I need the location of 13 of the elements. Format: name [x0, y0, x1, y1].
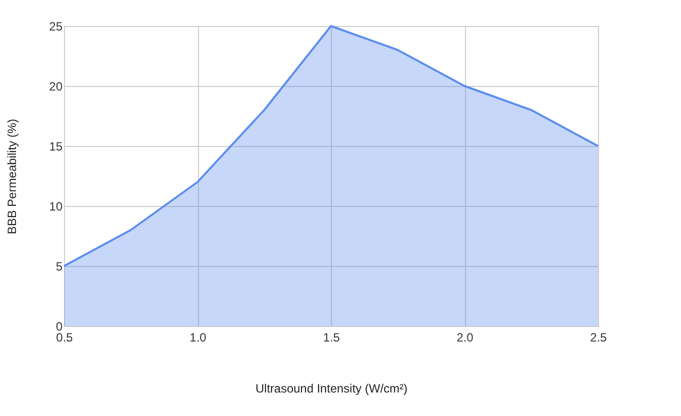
- y-tick-label: 15: [49, 140, 63, 154]
- y-tick-label: 25: [49, 20, 63, 34]
- x-tick-label: 1.5: [323, 330, 340, 344]
- x-tick-label: 1.0: [190, 330, 207, 344]
- x-tick-label: 2.0: [456, 330, 474, 344]
- y-tick-label: 0: [56, 320, 63, 334]
- x-tick-label: 2.5: [590, 330, 608, 344]
- y-tick-label: 10: [49, 200, 63, 214]
- x-axis-title: Ultrasound Intensity (W/cm²): [255, 382, 408, 396]
- y-tick-label: 5: [56, 260, 63, 274]
- y-tick-label: 20: [49, 80, 63, 94]
- y-axis-title: BBB Permeability (%): [5, 118, 20, 234]
- x-tick-label: 0.5: [56, 330, 74, 344]
